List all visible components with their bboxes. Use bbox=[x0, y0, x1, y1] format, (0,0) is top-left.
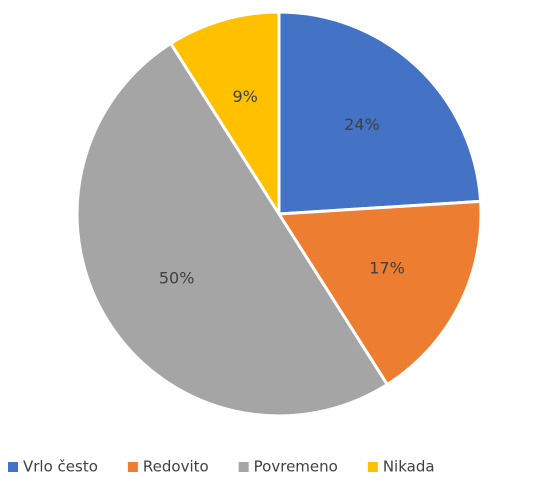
legend-text: Redovito bbox=[143, 458, 209, 476]
pie-slice bbox=[169, 10, 281, 216]
slice-label: 50% bbox=[159, 268, 195, 287]
legend-swatch bbox=[127, 462, 138, 472]
legend-text: Nikada bbox=[383, 458, 435, 476]
pie-slice bbox=[277, 10, 483, 216]
legend-text: Vrlo često bbox=[23, 458, 98, 476]
legend-swatch bbox=[238, 462, 249, 472]
legend-swatch bbox=[367, 462, 378, 472]
slice-label: 17% bbox=[369, 259, 405, 278]
slice-label: 9% bbox=[232, 87, 257, 106]
legend-swatch bbox=[8, 462, 18, 472]
pie-slice bbox=[75, 41, 389, 418]
pie-slice bbox=[277, 199, 483, 387]
slice-label: 24% bbox=[344, 115, 380, 134]
legend-text: Povremeno bbox=[254, 458, 338, 476]
